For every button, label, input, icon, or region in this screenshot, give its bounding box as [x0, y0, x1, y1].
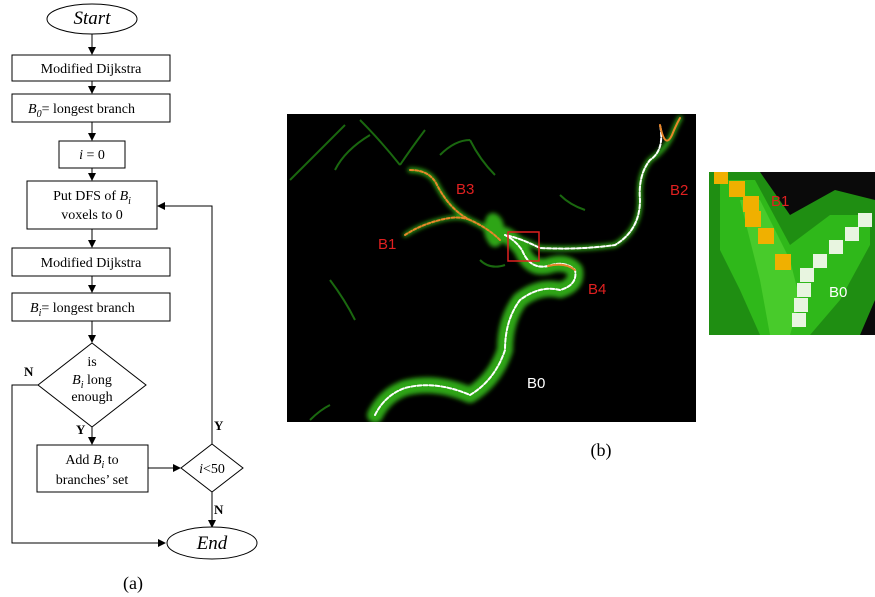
zoom-image: B1 B0: [709, 172, 875, 335]
flowchart: Start Modified Dijkstra B0= longest bran…: [11, 3, 258, 594]
label-b2: B2: [670, 182, 688, 199]
caption-b: (b): [591, 440, 612, 461]
centerlines: [374, 117, 681, 416]
label-b1: B1: [378, 236, 396, 253]
arrow-loop-back: [157, 202, 213, 444]
step-add-branch-line2: branches’ set: [56, 473, 129, 488]
step-modified-dijkstra-1: [11, 54, 171, 82]
decision-line1: is: [87, 355, 96, 370]
faint-vessels: [289, 119, 586, 421]
start-label: Start: [74, 8, 112, 29]
branch-b2: [659, 117, 681, 142]
step-b0-longest-label: B0= longest branch: [28, 102, 135, 120]
step-bi-longest-label: Bi= longest branch: [30, 301, 135, 319]
zoom-label-b1: B1: [771, 193, 789, 210]
zoom-b1-pixels: [714, 172, 791, 270]
step-b0-longest: [11, 93, 171, 123]
step-modified-dijkstra-2-label: Modified Dijkstra: [41, 256, 142, 271]
branch-b3: [409, 169, 501, 241]
step-bi-longest: [11, 292, 171, 322]
branch-b1: [404, 216, 471, 236]
label-b4: B4: [588, 281, 606, 298]
step-i-init: [58, 140, 126, 169]
step-add-branch-line1: Add Bi to: [65, 453, 118, 471]
zoom-region-box: [507, 231, 540, 262]
no-label-end: N: [214, 502, 224, 517]
decision-i-less-50-label: i<50: [199, 462, 225, 477]
step-put-dfs-line1: Put DFS of Bi: [53, 189, 131, 207]
step-put-dfs: [26, 180, 158, 230]
no-label: N: [24, 364, 34, 379]
yes-label: Y: [76, 422, 86, 437]
end-terminal: [166, 526, 258, 560]
zoom-green-highlight: [740, 200, 800, 335]
step-modified-dijkstra-1-label: Modified Dijkstra: [41, 62, 142, 77]
decision-line3: enough: [71, 390, 112, 405]
step-modified-dijkstra-2: [11, 247, 171, 277]
zoom-b0-pixels: [792, 213, 872, 327]
zoom-label-b0: B0: [829, 284, 847, 301]
yes-label-loop: Y: [214, 418, 224, 433]
arrow-no-to-end: [11, 384, 166, 547]
label-b0: B0: [527, 375, 545, 392]
step-put-dfs-line2: voxels to 0: [61, 208, 122, 223]
decision-line2: Bi long: [72, 373, 112, 391]
end-label: End: [196, 533, 228, 554]
caption-a: (a): [123, 573, 143, 594]
vessel-image: B3 B2 B1 B4 B0 (b): [287, 114, 696, 461]
step-i-init-label: i = 0: [79, 148, 105, 163]
step-add-branch: [36, 444, 149, 493]
branch-b4: [547, 263, 576, 271]
label-b3: B3: [456, 181, 474, 198]
